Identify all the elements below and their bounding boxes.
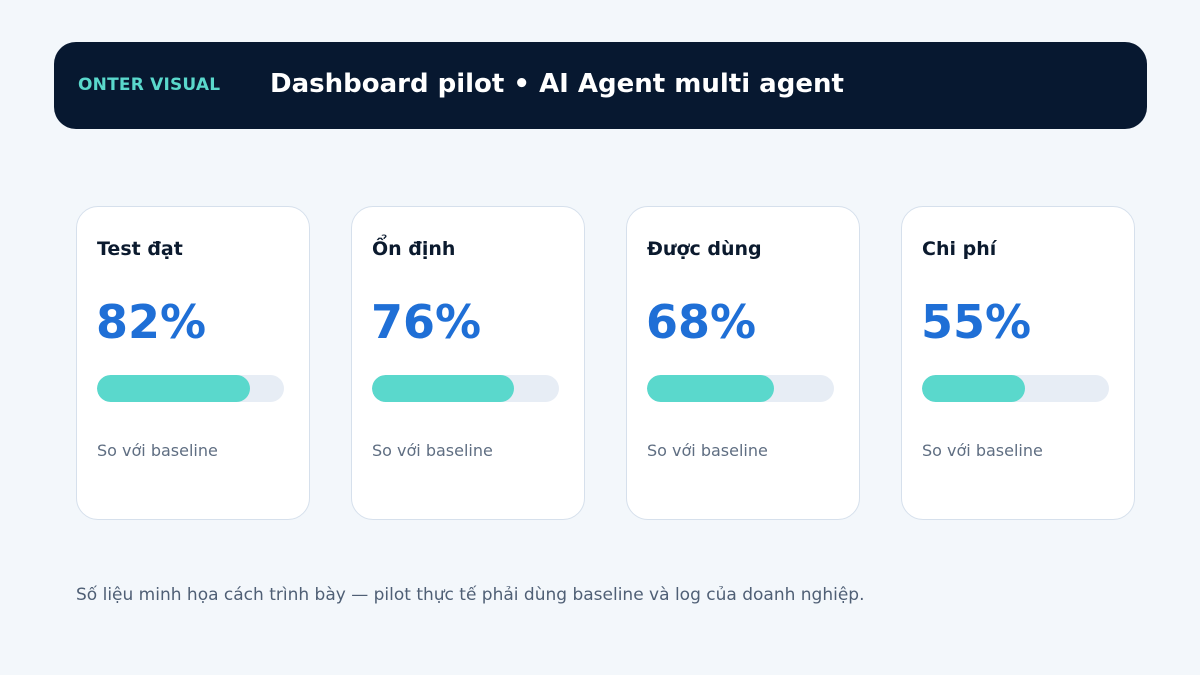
metric-note: So với baseline [97, 441, 218, 460]
progress-fill [922, 375, 1025, 402]
metric-note: So với baseline [922, 441, 1043, 460]
page-title: Dashboard pilot • AI Agent multi agent [270, 69, 844, 99]
progress-track [922, 375, 1109, 402]
header-bar: ONTER VISUAL Dashboard pilot • AI Agent … [54, 42, 1147, 129]
metric-card-test: Test đạt 82% So với baseline [76, 206, 310, 520]
metric-label: Test đạt [97, 238, 183, 260]
metric-label: Ổn định [372, 238, 456, 260]
progress-track [372, 375, 559, 402]
brand-label: ONTER VISUAL [78, 75, 221, 95]
progress-fill [372, 375, 515, 402]
progress-fill [97, 375, 251, 402]
metric-value: 55% [921, 295, 1032, 349]
metric-value: 82% [96, 295, 207, 349]
metric-note: So với baseline [372, 441, 493, 460]
metric-label: Được dùng [647, 238, 762, 260]
progress-fill [647, 375, 775, 402]
metric-card-usage: Được dùng 68% So với baseline [626, 206, 860, 520]
metric-value: 76% [371, 295, 482, 349]
metric-value: 68% [646, 295, 757, 349]
metric-label: Chi phí [922, 238, 997, 260]
progress-track [97, 375, 284, 402]
metric-note: So với baseline [647, 441, 768, 460]
metric-card-cost: Chi phí 55% So với baseline [901, 206, 1135, 520]
progress-track [647, 375, 834, 402]
metric-card-stability: Ổn định 76% So với baseline [351, 206, 585, 520]
footnote: Số liệu minh họa cách trình bày — pilot … [76, 585, 865, 605]
metric-cards: Test đạt 82% So với baseline Ổn định 76%… [76, 206, 1136, 521]
